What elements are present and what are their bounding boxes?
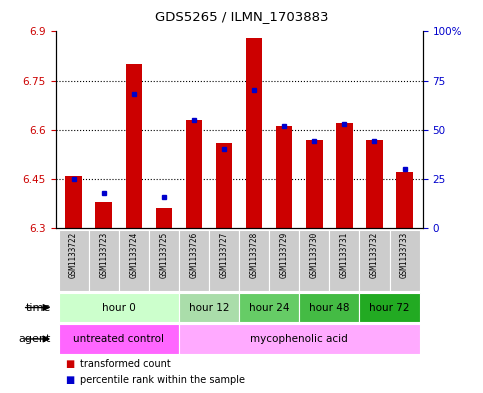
Bar — [179, 293, 239, 322]
Text: hour 48: hour 48 — [309, 303, 350, 312]
Text: GSM1133732: GSM1133732 — [370, 232, 379, 278]
Text: agent: agent — [18, 334, 51, 344]
Text: GSM1133733: GSM1133733 — [400, 232, 409, 278]
Bar — [209, 230, 239, 291]
Text: hour 12: hour 12 — [189, 303, 229, 312]
Bar — [246, 38, 262, 228]
Bar — [389, 230, 420, 291]
Bar — [185, 120, 202, 228]
Bar — [119, 230, 149, 291]
Text: hour 24: hour 24 — [249, 303, 289, 312]
Text: GSM1133731: GSM1133731 — [340, 232, 349, 278]
Bar — [306, 140, 323, 228]
Bar — [239, 293, 299, 322]
Text: transformed count: transformed count — [80, 359, 170, 369]
Bar — [216, 143, 232, 228]
Text: time: time — [26, 303, 51, 312]
Bar — [126, 64, 142, 228]
Text: percentile rank within the sample: percentile rank within the sample — [80, 375, 245, 385]
Text: GDS5265 / ILMN_1703883: GDS5265 / ILMN_1703883 — [155, 10, 328, 23]
Bar — [149, 230, 179, 291]
Text: ■: ■ — [65, 359, 74, 369]
Text: mycophenolic acid: mycophenolic acid — [250, 334, 348, 344]
Bar — [329, 230, 359, 291]
Bar — [239, 230, 269, 291]
Text: hour 0: hour 0 — [102, 303, 136, 312]
Bar — [359, 293, 420, 322]
Bar — [359, 230, 389, 291]
Bar — [179, 230, 209, 291]
Bar — [65, 176, 82, 228]
Text: GSM1133727: GSM1133727 — [220, 232, 228, 278]
Text: GSM1133725: GSM1133725 — [159, 232, 169, 278]
Text: GSM1133723: GSM1133723 — [99, 232, 108, 278]
Bar — [58, 324, 179, 354]
Text: GSM1133728: GSM1133728 — [250, 232, 258, 278]
Bar — [58, 293, 179, 322]
Text: GSM1133730: GSM1133730 — [310, 232, 319, 278]
Bar — [366, 140, 383, 228]
Bar — [89, 230, 119, 291]
Bar — [269, 230, 299, 291]
Bar — [299, 230, 329, 291]
Bar — [58, 230, 89, 291]
Bar — [299, 293, 359, 322]
Bar — [179, 324, 420, 354]
Text: ■: ■ — [65, 375, 74, 385]
Text: GSM1133726: GSM1133726 — [189, 232, 199, 278]
Bar — [156, 208, 172, 228]
Bar — [276, 127, 293, 228]
Text: GSM1133722: GSM1133722 — [69, 232, 78, 278]
Bar — [96, 202, 112, 228]
Text: GSM1133729: GSM1133729 — [280, 232, 289, 278]
Text: hour 72: hour 72 — [369, 303, 410, 312]
Bar — [396, 172, 413, 228]
Text: GSM1133724: GSM1133724 — [129, 232, 138, 278]
Bar — [336, 123, 353, 228]
Text: untreated control: untreated control — [73, 334, 164, 344]
